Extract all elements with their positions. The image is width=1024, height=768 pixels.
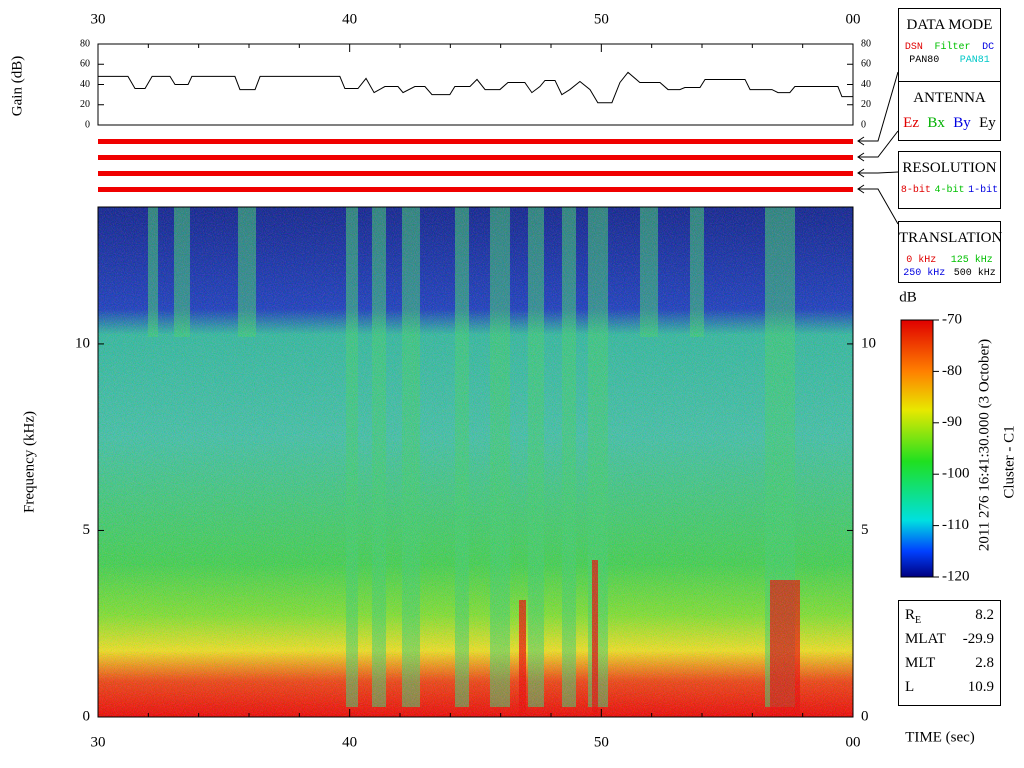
y-tick-label: 10	[75, 335, 90, 351]
y-tick-label: 0	[83, 708, 91, 724]
ephemeris-row: RE 8.2	[905, 607, 994, 631]
mode-panel: TRANSLATION 0 kHz 125 kHz 250 kHz 500 kHz	[898, 221, 1003, 283]
panel-item: 250 kHz	[903, 268, 946, 279]
ephemeris-subscript: E	[915, 615, 922, 626]
panel-row: PAN80 PAN81	[899, 55, 1000, 66]
y-tick-label: 0	[861, 708, 869, 724]
colorbar	[900, 319, 934, 578]
panel-item: By	[953, 115, 971, 131]
panel-item: PAN81	[959, 55, 990, 66]
colorbar-tick-label: -110	[942, 517, 969, 533]
y-tick-label: 80	[861, 38, 871, 49]
ephemeris-value: -29.9	[962, 631, 994, 647]
panel-item: 4-bit	[934, 185, 965, 196]
ephemeris-box: RE 8.2 MLAT -29.9 MLT 2.8 L 10.9	[898, 600, 1001, 706]
x-tick-label: 40	[342, 11, 357, 27]
date-annotation: 2011 276 16:41:30.000 (3 October)	[976, 339, 992, 551]
gain-line	[98, 71, 853, 104]
colorbar-tick-label: -70	[942, 311, 962, 327]
y-tick-label: 60	[861, 59, 871, 70]
mode-panel: RESOLUTION 8-bit 4-bit 1-bit	[898, 151, 1001, 209]
panel-row: 0 kHz 125 kHz	[899, 255, 1000, 266]
ephemeris-row: L 10.9	[905, 679, 994, 703]
panel-title: ANTENNA	[913, 90, 986, 106]
x-tick-label: 50	[594, 734, 609, 750]
panel-item: 125 kHz	[950, 255, 993, 266]
y-tick-label: 0	[85, 119, 90, 130]
panel-item: Ey	[979, 115, 996, 131]
colorbar-tick-label: -90	[942, 414, 962, 430]
spectrogram-image	[98, 207, 853, 717]
time-axis-label: TIME (sec)	[905, 729, 975, 745]
y-tick-label: 20	[80, 99, 90, 110]
colorbar-tick-label: -100	[942, 466, 970, 482]
ephemeris-label: MLAT	[905, 631, 946, 647]
ephemeris-label: L	[905, 679, 915, 695]
panel-item: Bx	[927, 115, 945, 131]
connector-lines	[857, 71, 899, 225]
x-tick-label: 40	[342, 734, 357, 750]
x-tick-label: 50	[594, 11, 609, 27]
spectrogram-frame	[97, 206, 854, 718]
x-tick-label: 30	[91, 11, 106, 27]
gain-axis-label: Gain (dB)	[9, 56, 25, 116]
colorbar-title: dB	[899, 289, 917, 305]
gain-frame	[97, 43, 854, 126]
y-tick-label: 40	[80, 79, 90, 90]
panel-title: DATA MODE	[906, 17, 993, 33]
panel-item: 0 kHz	[906, 255, 937, 266]
colorbar-tick-label: -120	[942, 568, 970, 584]
y-tick-label: 0	[861, 119, 866, 130]
mode-panel: ANTENNA Ez Bx By Ey	[898, 81, 1001, 141]
y-tick-label: 80	[80, 38, 90, 49]
y-tick-label: 60	[80, 59, 90, 70]
panel-row: DSN Filter DC	[899, 42, 1000, 53]
y-tick-label: 5	[861, 522, 869, 538]
panel-title: TRANSLATION	[899, 230, 1003, 246]
x-tick-label: 00	[846, 11, 861, 27]
mode-bars	[98, 139, 853, 192]
ephemeris-value: 8.2	[975, 607, 994, 623]
spacecraft-annotation: Cluster - C1	[1001, 425, 1017, 498]
panel-row: 8-bit 4-bit 1-bit	[899, 185, 1000, 196]
y-tick-label: 5	[83, 522, 91, 538]
panel-item: Ez	[903, 115, 919, 131]
panel-row: Ez Bx By Ey	[899, 115, 1000, 132]
panel-item: PAN80	[909, 55, 940, 66]
panel-item: Filter	[934, 42, 971, 53]
y-tick-label: 20	[861, 99, 871, 110]
panel-row: 250 kHz 500 kHz	[899, 268, 1000, 279]
ephemeris-label: MLT	[905, 655, 936, 671]
y-tick-label: 10	[861, 335, 876, 351]
ephemeris-value: 2.8	[975, 655, 994, 671]
ephemeris-row: MLT 2.8	[905, 655, 994, 679]
frequency-axis-label: Frequency (kHz)	[21, 411, 37, 513]
panel-item: 8-bit	[900, 185, 931, 196]
y-tick-label: 40	[861, 79, 871, 90]
ephemeris-row: MLAT -29.9	[905, 631, 994, 655]
panel-item: 1-bit	[968, 185, 999, 196]
panel-item: DSN	[904, 42, 923, 53]
panel-item: 500 kHz	[953, 268, 996, 279]
ephemeris-value: 10.9	[967, 679, 994, 695]
x-tick-label: 30	[91, 734, 106, 750]
mode-panel: DATA MODE DSN Filter DC PAN80 PAN81	[898, 8, 1001, 95]
panel-item: DC	[982, 42, 995, 53]
colorbar-tick-label: -80	[942, 363, 962, 379]
x-tick-label: 00	[846, 734, 861, 750]
ephemeris-label: RE	[905, 607, 922, 626]
panel-title: RESOLUTION	[902, 160, 997, 176]
